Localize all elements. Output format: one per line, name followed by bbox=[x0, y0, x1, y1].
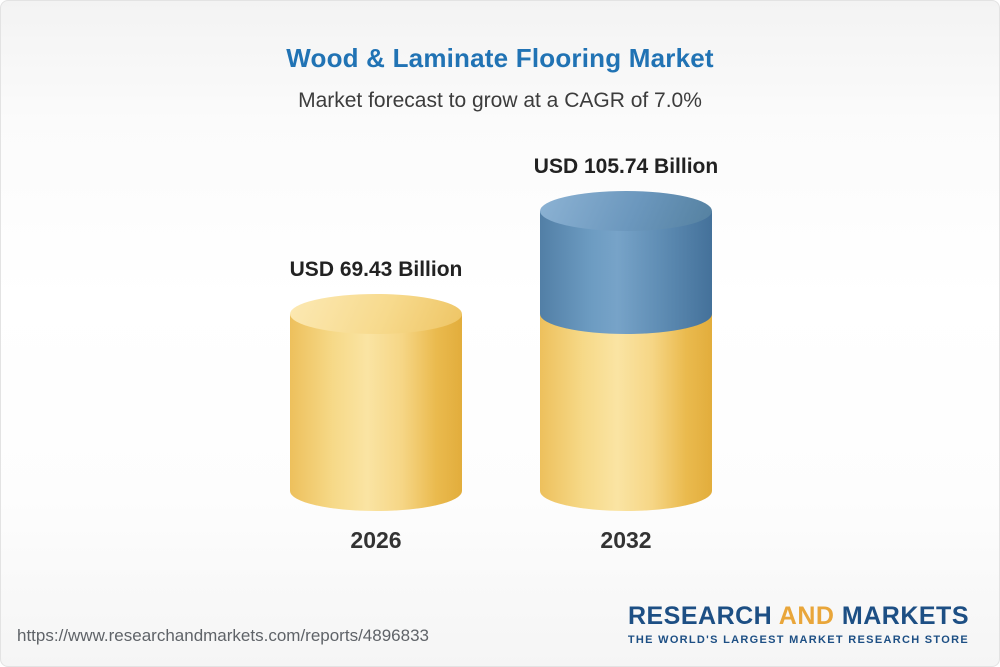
page-title: Wood & Laminate Flooring Market bbox=[286, 43, 714, 73]
value-label-2026: USD 69.43 Billion bbox=[289, 258, 463, 281]
value-label-2032: USD 105.74 Billion bbox=[533, 155, 719, 178]
cylinder-2032 bbox=[540, 191, 712, 511]
cylinder-body-2026 bbox=[290, 294, 462, 511]
brand-logo-wordmark: RESEARCH AND MARKETS bbox=[628, 602, 969, 631]
brand-logo: RESEARCH AND MARKETS THE WORLD'S LARGEST… bbox=[628, 602, 969, 646]
logo-word-research: RESEARCH bbox=[627, 602, 773, 630]
cylinder-growth-segment-2032 bbox=[540, 191, 712, 334]
cylinder-2026 bbox=[290, 294, 462, 511]
logo-word-markets: MARKETS bbox=[841, 602, 969, 630]
report-url: https://www.researchandmarkets.com/repor… bbox=[17, 626, 429, 645]
cylinder-base-segment-2032 bbox=[540, 314, 712, 511]
year-label-2026: 2026 bbox=[350, 527, 402, 553]
page-subtitle: Market forecast to grow at a CAGR of 7.0… bbox=[298, 89, 702, 112]
cylinder-top-2026 bbox=[290, 294, 462, 334]
cylinder-top-2032 bbox=[540, 191, 712, 231]
bar-group-2026: USD 69.43 Billion 2026 bbox=[289, 258, 463, 553]
logo-word-and: AND bbox=[778, 602, 835, 630]
bar-group-2032: USD 105.74 Billion 2032 bbox=[534, 155, 718, 553]
brand-tagline: THE WORLD'S LARGEST MARKET RESEARCH STOR… bbox=[627, 634, 969, 646]
year-label-2032: 2032 bbox=[600, 527, 652, 553]
